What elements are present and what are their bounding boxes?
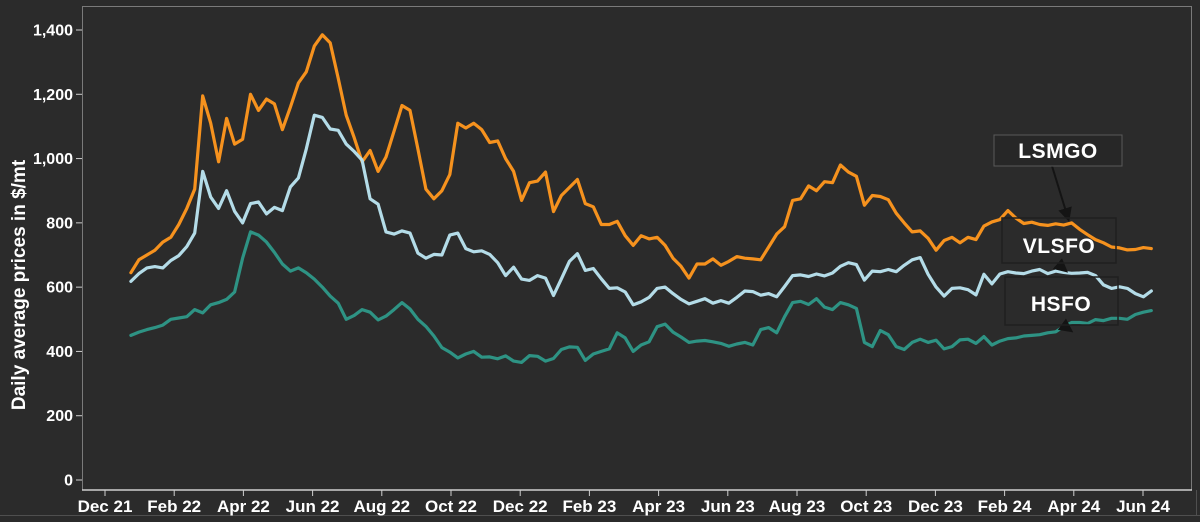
y-tick-label: 200	[46, 408, 73, 425]
x-tick-label: Aug 22	[353, 497, 410, 516]
x-tick-label: Feb 22	[147, 497, 201, 516]
legend-vlsfo-box[interactable]	[1001, 217, 1117, 264]
legend-vlsfo-label[interactable]: VLSFO	[1023, 235, 1096, 258]
series-line-lsmgo[interactable]	[129, 33, 1153, 280]
x-tick-label: Dec 23	[908, 497, 963, 516]
lsmgo-arrow	[1051, 165, 1072, 222]
x-tick-label: Feb 23	[562, 497, 616, 516]
x-tick-label: Jun 22	[286, 497, 340, 516]
x-tick-label: Feb 24	[978, 497, 1032, 516]
x-tick-label: Dec 22	[493, 497, 548, 516]
x-tick-label: Apr 23	[632, 497, 685, 516]
x-tick-label: Oct 23	[840, 497, 892, 516]
series-line-hsfo[interactable]	[129, 230, 1153, 364]
y-tick-label: 800	[46, 215, 73, 232]
hsfo-arrow	[1057, 318, 1074, 333]
x-axis: Dec 21 Feb 22 Apr 22 Jun 22 Aug 22 Oct 22 Dec …	[78, 490, 1170, 516]
y-tick-label: 1,400	[33, 23, 73, 40]
y-tick-label: 600	[46, 280, 73, 297]
y-tick-label: 1,000	[33, 151, 73, 168]
x-tick-label: Oct 22	[425, 497, 477, 516]
x-tick-label: Aug 23	[769, 497, 826, 516]
legend-hsfo-label[interactable]: HSFO	[1031, 293, 1091, 316]
series-line-vlsfo[interactable]	[129, 113, 1153, 307]
y-tick-label: 1,200	[33, 87, 73, 104]
legend-lsmgo-box[interactable]	[993, 134, 1123, 167]
x-tick-label: Apr 24	[1047, 497, 1100, 516]
legend-lsmgo-label[interactable]: LSMGO	[1018, 140, 1098, 163]
x-tick-label: Dec 21	[78, 497, 133, 516]
series-lines	[129, 33, 1153, 364]
y-tick-label: 400	[46, 344, 73, 361]
x-tick-label: Jun 23	[701, 497, 755, 516]
legend-hsfo-box[interactable]	[1004, 276, 1119, 326]
x-tick-label: Jun 24	[1116, 497, 1170, 516]
vlsfo-arrow	[1052, 258, 1069, 273]
x-tick-label: Apr 22	[217, 497, 270, 516]
y-axis: 0 200 400 600 800 1,000 1,200 1,400	[33, 23, 82, 490]
y-tick-label: 0	[64, 473, 73, 490]
legend: LSMGO VLSFO HSFO	[993, 134, 1123, 333]
plot-frame	[0, 6, 1200, 516]
y-axis-title: Daily average prices in $/mt	[9, 159, 30, 410]
